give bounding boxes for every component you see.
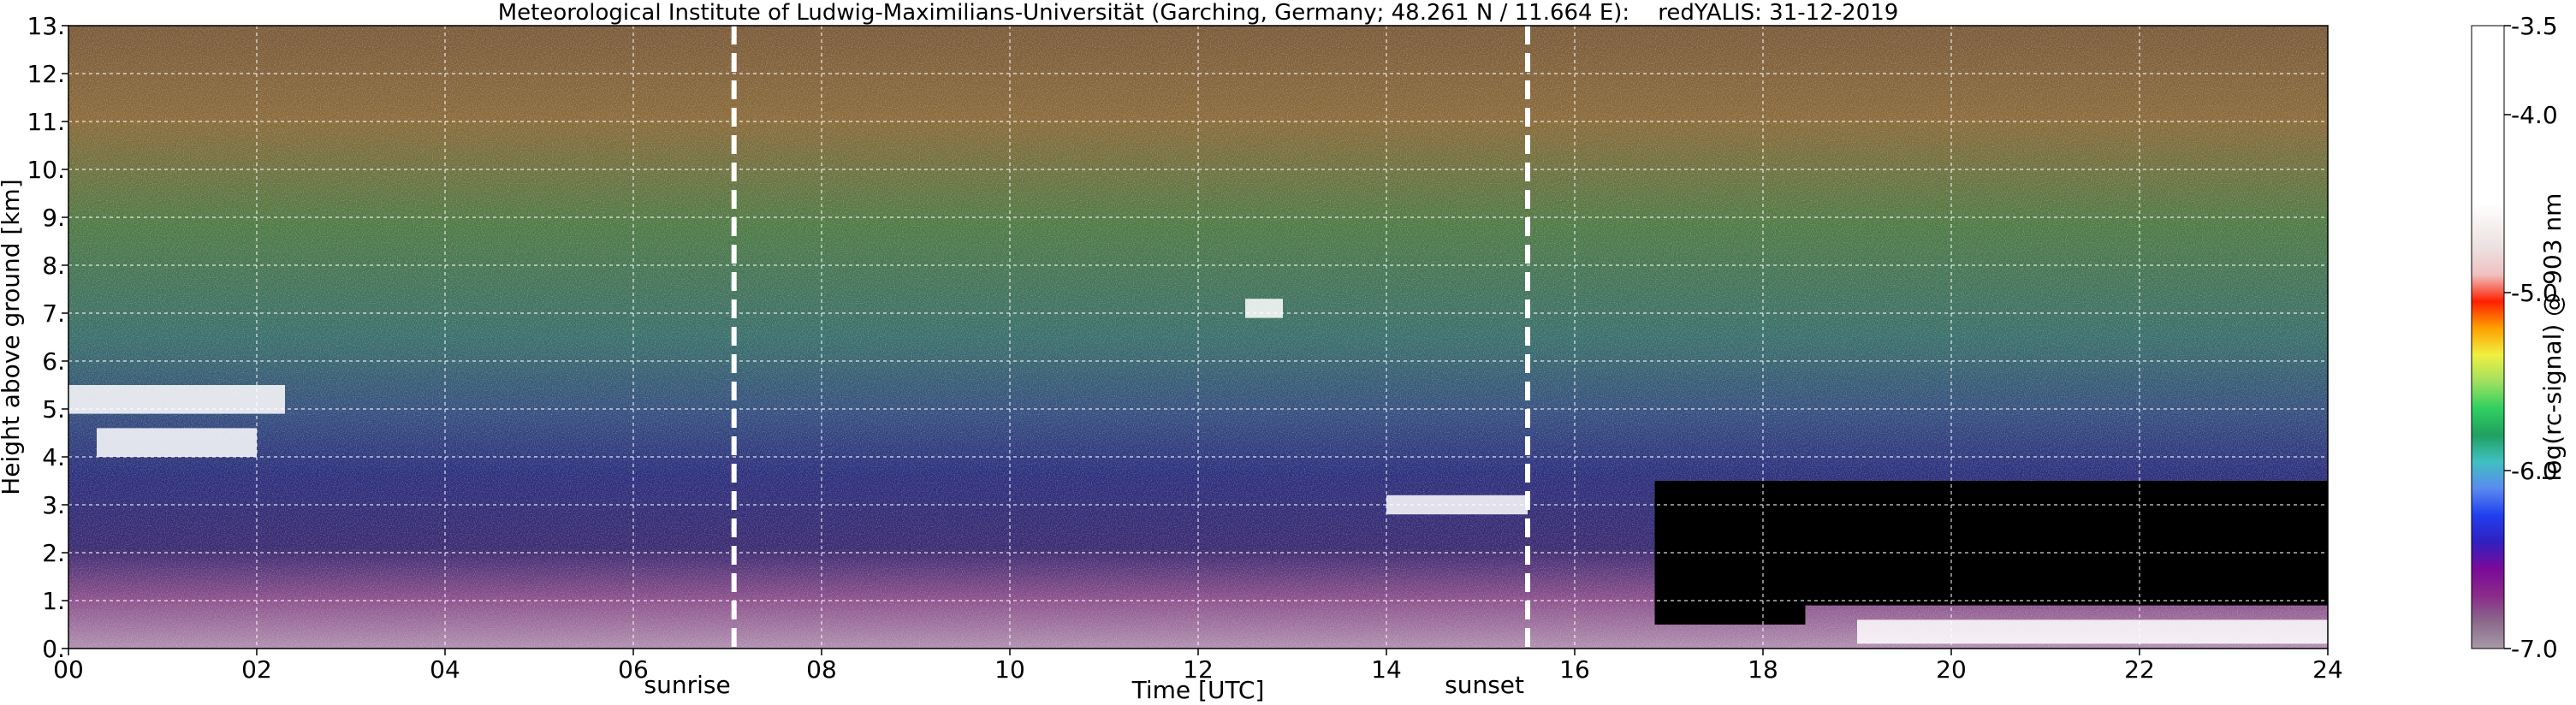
x-tick-label: 20 (1936, 655, 1967, 684)
y-tick-label: 3. (42, 491, 65, 519)
y-tick-label: 9. (42, 204, 65, 232)
x-tick-label: 04 (430, 655, 460, 684)
colorbar-tick-label: -7.0 (2511, 635, 2558, 663)
y-axis: 0. 1. 2. 3. 4. 5. 6. 7. 8. 9. 10. 11. 12. 13. (27, 12, 68, 663)
x-axis-label: Time [UTC] (1131, 676, 1265, 704)
x-tick-label: 22 (2124, 655, 2155, 684)
colorbar-tick-label: -4.0 (2511, 101, 2558, 129)
feature-layer (68, 299, 2328, 644)
x-axis: 00 02 04 06 08 10 12 14 16 18 20 22 24 (53, 649, 2343, 684)
signal-feature (97, 428, 257, 457)
y-tick-label: 5. (42, 395, 65, 424)
x-tick-label: 08 (806, 655, 837, 684)
marker-label-sunset: sunset (1445, 671, 1524, 699)
no-data-block (1805, 481, 2328, 606)
x-tick-label: 24 (2312, 655, 2343, 684)
y-tick-label: 0. (42, 635, 65, 663)
grid-layer (68, 26, 2328, 649)
y-tick-label: 2. (42, 539, 65, 567)
x-tick-label: 10 (994, 655, 1025, 684)
y-tick-label: 12. (27, 60, 65, 88)
y-tick-label: 13. (27, 12, 65, 40)
signal-feature (68, 385, 285, 414)
chart-title: Meteorological Institute of Ludwig-Maxim… (498, 0, 1899, 26)
y-tick-label: 1. (42, 587, 65, 615)
signal-feature (1857, 619, 2328, 644)
marker-layer (731, 26, 1530, 649)
x-tick-label: 12 (1183, 655, 1214, 684)
y-tick-label: 11. (27, 108, 65, 136)
y-tick-label: 4. (42, 443, 65, 471)
colorbar-bar (2471, 25, 2505, 649)
colorbar-tick-label: -5.0 (2511, 279, 2558, 307)
x-tick-label: 00 (53, 655, 84, 684)
x-tick-label: 18 (1748, 655, 1778, 684)
signal-feature (1245, 299, 1283, 318)
y-axis-label: Height above ground [km] (0, 179, 25, 495)
signal-feature (1386, 495, 1528, 515)
y-tick-label: 8. (42, 252, 65, 280)
colorbar: -3.5 -4.0 -5.0 -6.0 -7.0 log(rc-signal) @ 90… (2471, 12, 2567, 663)
x-tick-label: 16 (1559, 655, 1590, 684)
colorbar-ticks: -3.5 -4.0 -5.0 -6.0 -7.0 (2504, 12, 2558, 663)
marker-label-sunrise: sunrise (644, 671, 731, 699)
colorbar-tick-label: -3.5 (2511, 12, 2558, 40)
plot-area (68, 26, 2328, 649)
x-tick-label: 02 (241, 655, 272, 684)
y-tick-label: 7. (42, 299, 65, 328)
colorbar-tick-label: -6.0 (2511, 457, 2558, 485)
marker-labels: sunrise sunset (644, 671, 1525, 699)
y-tick-label: 10. (27, 156, 65, 184)
x-tick-label: 14 (1371, 655, 1402, 684)
x-tick-label: 06 (618, 655, 649, 684)
colorbar-label: log(rc-signal) @ 903 nm (2538, 193, 2567, 482)
y-tick-label: 6. (42, 347, 65, 376)
